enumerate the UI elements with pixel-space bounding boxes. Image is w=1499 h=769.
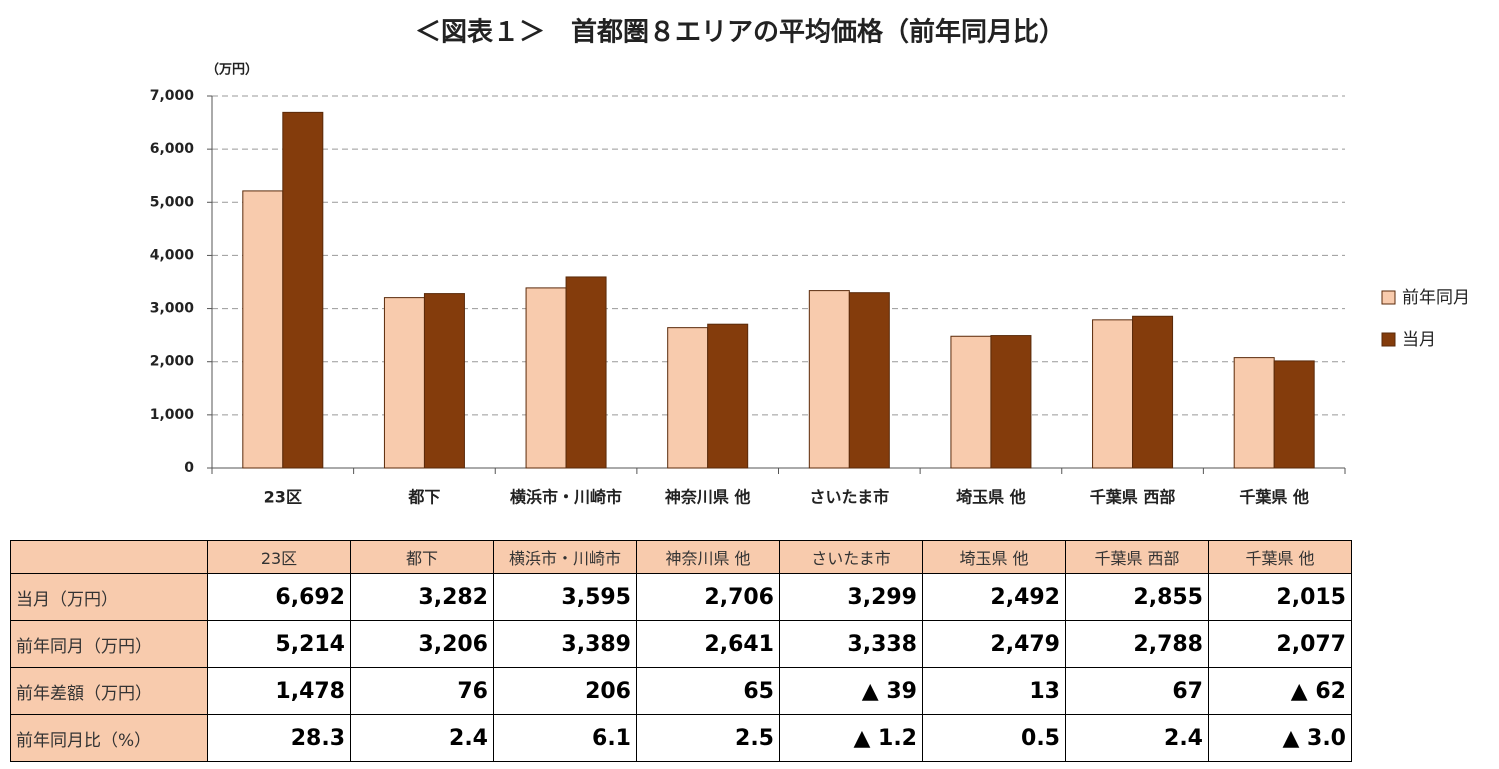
table-column-header: 千葉県 他 xyxy=(1208,540,1352,574)
bar xyxy=(1132,315,1174,469)
table-cell: 5,214 xyxy=(207,620,351,668)
table-cell: 13 xyxy=(922,667,1066,715)
y-tick-label: 2,000 xyxy=(150,354,195,370)
table-column-header: 神奈川県 他 xyxy=(636,540,780,574)
table-cell: 2,492 xyxy=(922,573,1066,621)
table-column-header: 横浜市・川崎市 xyxy=(493,540,637,574)
table-cell: 67 xyxy=(1065,667,1209,715)
table-cell: 6,692 xyxy=(207,573,351,621)
bar xyxy=(808,290,850,469)
table-row: 前年同月（万円） 5,214 3,206 3,389 2,641 3,338 2,479 2,… xyxy=(10,620,1352,668)
table-cell: 3,206 xyxy=(350,620,494,668)
table-cell: 2,855 xyxy=(1065,573,1209,621)
x-tick-label: 23区 xyxy=(264,488,302,507)
table-cell: 2.5 xyxy=(636,714,780,762)
bar xyxy=(383,297,425,469)
table-cell: 3,338 xyxy=(779,620,923,668)
table-cell: 65 xyxy=(636,667,780,715)
table-cell: 3,389 xyxy=(493,620,637,668)
chart-title: ＜図表１＞ 首都圏８エリアの平均価格（前年同月比） xyxy=(415,17,1065,48)
x-tick-label: さいたま市 xyxy=(810,488,890,507)
y-tick-label: 0 xyxy=(184,460,194,476)
y-tick-label: 5,000 xyxy=(150,194,195,210)
data-table: 23区 都下 横浜市・川崎市 神奈川県 他さいたま市 埼玉県 他千葉県 西部 千葉県 他当… xyxy=(10,540,1352,762)
bar xyxy=(990,335,1032,469)
table-column-header: 都下 xyxy=(350,540,494,574)
table-cell: 2,788 xyxy=(1065,620,1209,668)
table-cell: 206 xyxy=(493,667,637,715)
bar xyxy=(707,323,749,469)
table-cell: 76 xyxy=(350,667,494,715)
bar xyxy=(950,335,992,469)
table-column-header: 埼玉県 他 xyxy=(922,540,1066,574)
bar xyxy=(525,287,567,469)
y-tick-label: 4,000 xyxy=(150,247,195,263)
legend-label: 当月 xyxy=(1402,330,1436,350)
y-tick-label: 3,000 xyxy=(150,301,195,317)
table-header-row: 23区 都下 横浜市・川崎市 神奈川県 他さいたま市 埼玉県 他千葉県 西部 千葉県 他 xyxy=(10,540,1352,574)
table-cell: 2,641 xyxy=(636,620,780,668)
x-tick-label: 神奈川県 他 xyxy=(665,488,751,507)
table-cell: 2,479 xyxy=(922,620,1066,668)
bar xyxy=(848,292,890,469)
table-column-header: 23区 xyxy=(207,540,351,574)
bar xyxy=(282,111,324,469)
bar xyxy=(1092,319,1134,469)
y-axis-label: （万円） xyxy=(206,62,258,78)
table-column-header: さいたま市 xyxy=(779,540,923,574)
table-cell: 3,595 xyxy=(493,573,637,621)
table-cell: 6.1 xyxy=(493,714,637,762)
table-cell: ▲ 1.2 xyxy=(779,714,923,762)
bar xyxy=(1273,360,1315,469)
table-cell: ▲ 3.0 xyxy=(1208,714,1352,762)
table-cell: 2,706 xyxy=(636,573,780,621)
table-cell: 3,299 xyxy=(779,573,923,621)
table-row: 前年差額（万円） 1,478 76 206 65 ▲ 39 13 67 ▲ 62 xyxy=(10,667,1352,715)
table-cell: 0.5 xyxy=(922,714,1066,762)
table-row-header: 前年差額（万円） xyxy=(10,667,208,715)
table-cell: ▲ 62 xyxy=(1208,667,1352,715)
y-tick-label: 7,000 xyxy=(150,88,195,104)
x-tick-label: 横浜市・川崎市 xyxy=(510,488,622,507)
y-tick-label: 6,000 xyxy=(150,141,195,157)
table-column-header: 千葉県 西部 xyxy=(1065,540,1209,574)
table-row: 前年同月比（%） 28.3 2.4 6.1 2.5 ▲ 1.2 0.5 2.4 ▲ 3.0 xyxy=(10,714,1352,762)
x-tick-label: 千葉県 他 xyxy=(1239,488,1309,507)
x-tick-label: 千葉県 西部 xyxy=(1090,488,1176,507)
bar xyxy=(242,190,284,469)
y-tick-label: 1,000 xyxy=(150,407,195,423)
table-cell: 1,478 xyxy=(207,667,351,715)
table-cell: 3,282 xyxy=(350,573,494,621)
legend-swatch xyxy=(1381,290,1396,305)
table-cell: ▲ 39 xyxy=(779,667,923,715)
table-row-header: 当月（万円） xyxy=(10,573,208,621)
bar xyxy=(667,327,709,469)
legend-swatch xyxy=(1381,332,1396,347)
table-cell: 2.4 xyxy=(1065,714,1209,762)
bar xyxy=(565,276,607,469)
table-corner xyxy=(10,540,208,574)
table-cell: 2,077 xyxy=(1208,620,1352,668)
table-cell: 28.3 xyxy=(207,714,351,762)
x-tick-label: 都下 xyxy=(407,488,440,507)
table-row-header: 前年同月（万円） xyxy=(10,620,208,668)
bar xyxy=(423,293,465,469)
chart: ＜図表１＞ 首都圏８エリアの平均価格（前年同月比） （万円） 0 1,000 2,0… xyxy=(150,17,1470,507)
legend-label: 前年同月 xyxy=(1402,288,1470,308)
bar xyxy=(1233,357,1275,469)
x-tick-label: 埼玉県 他 xyxy=(956,488,1026,507)
table-cell: 2,015 xyxy=(1208,573,1352,621)
table-row-header: 前年同月比（%） xyxy=(10,714,208,762)
table-cell: 2.4 xyxy=(350,714,494,762)
table-row: 当月（万円） 6,692 3,282 3,595 2,706 3,299 2,492 2,85… xyxy=(10,573,1352,621)
